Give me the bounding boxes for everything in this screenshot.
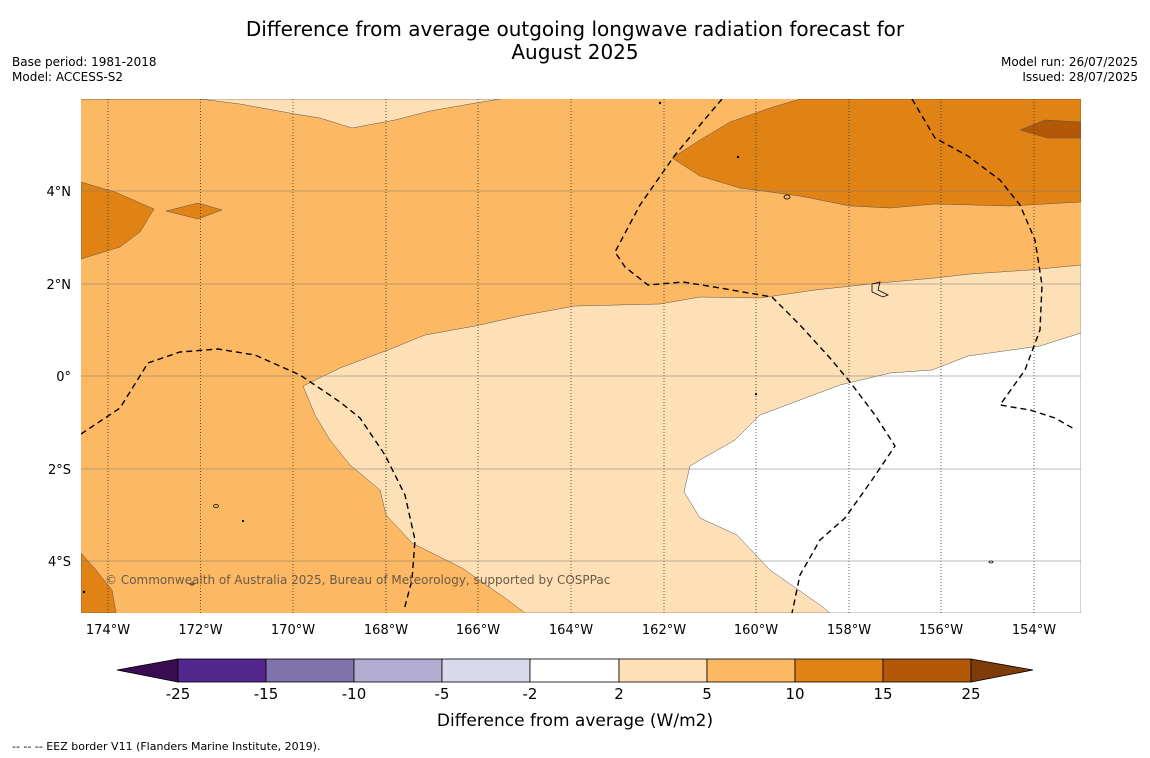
colorbar-tick: -5 xyxy=(435,685,450,703)
eez-footnote: -- -- -- EEZ border V11 (Flanders Marine… xyxy=(12,740,321,753)
lon-label: 162°W xyxy=(642,623,686,638)
colorbar-segment xyxy=(618,658,708,683)
map-plot-area: © Commonwealth of Australia 2025, Bureau… xyxy=(81,99,1081,613)
colorbar-tick: 5 xyxy=(702,685,712,703)
title-line-2: August 2025 xyxy=(511,40,639,64)
colorbar-label: Difference from average (W/m2) xyxy=(437,711,713,731)
colorbar-ticks: -25 -15 -10 -5 -2 2 5 10 15 25 xyxy=(166,685,981,703)
colorbar-tick: 15 xyxy=(873,685,892,703)
lat-label: 4°N xyxy=(47,185,72,200)
colorbar xyxy=(116,658,1034,683)
colorbar-segment xyxy=(706,658,796,683)
band-15-25-patch xyxy=(1019,119,1081,139)
islands xyxy=(82,101,994,594)
eez-borders xyxy=(81,99,1077,613)
lat-label: 2°S xyxy=(48,463,71,478)
lon-label: 166°W xyxy=(456,623,500,638)
latitude-labels: 4°N 2°N 0° 2°S 4°S xyxy=(47,185,72,570)
band-2-5-top xyxy=(81,99,501,129)
band-10-15-west xyxy=(81,181,155,260)
colorbar-tick: -15 xyxy=(254,685,279,703)
band-10-15-sw xyxy=(81,552,117,613)
band-10-15-small xyxy=(165,202,223,220)
lon-label: 172°W xyxy=(178,623,222,638)
issued-text: Issued: 28/07/2025 xyxy=(1022,70,1138,84)
lon-label: 158°W xyxy=(827,623,871,638)
latitude-gridlines xyxy=(81,190,1081,562)
colorbar-segment xyxy=(265,658,355,683)
colorbar-tick: -25 xyxy=(166,685,191,703)
colorbar-segment xyxy=(794,658,884,683)
lon-label: 168°W xyxy=(364,623,408,638)
colorbar-segment xyxy=(441,658,531,683)
lon-label: 170°W xyxy=(271,623,315,638)
lat-label: 4°S xyxy=(48,555,71,570)
lon-label: 164°W xyxy=(549,623,593,638)
title-line-1: Difference from average outgoing longwav… xyxy=(245,17,905,41)
lon-label: 156°W xyxy=(919,623,963,638)
colorbar-extend-high xyxy=(970,658,1034,683)
colorbar-segment xyxy=(529,658,620,683)
base-period-text: Base period: 1981-2018 xyxy=(12,55,157,69)
colorbar-tick: -2 xyxy=(523,685,538,703)
colorbar-tick: 10 xyxy=(785,685,804,703)
meta-left: Base period: 1981-2018 Model: ACCESS-S2 xyxy=(12,55,157,85)
colorbar-tick: 25 xyxy=(961,685,980,703)
lon-label: 160°W xyxy=(734,623,778,638)
lat-label: 2°N xyxy=(47,278,72,293)
band-10-15-ne xyxy=(671,99,1081,209)
model-run-text: Model run: 26/07/2025 xyxy=(1000,55,1138,69)
model-text: Model: ACCESS-S2 xyxy=(12,70,124,84)
colorbar-segment xyxy=(353,658,443,683)
lat-label: 0° xyxy=(56,370,71,385)
lon-label: 154°W xyxy=(1012,623,1056,638)
copyright-text: © Commonwealth of Australia 2025, Bureau… xyxy=(105,573,610,587)
colorbar-segment xyxy=(882,658,972,683)
colorbar-tick: -10 xyxy=(342,685,367,703)
meta-right: Model run: 26/07/2025 Issued: 28/07/2025 xyxy=(1001,55,1138,85)
lon-label: 174°W xyxy=(86,623,130,638)
longitude-labels: 174°W 172°W 170°W 168°W 166°W 164°W 162°… xyxy=(86,623,1056,638)
band-neutral xyxy=(683,332,1081,613)
colorbar-segment xyxy=(177,658,267,683)
chart-title: Difference from average outgoing longwav… xyxy=(0,18,1150,64)
colorbar-tick: 2 xyxy=(614,685,624,703)
colorbar-extend-low xyxy=(116,658,179,683)
